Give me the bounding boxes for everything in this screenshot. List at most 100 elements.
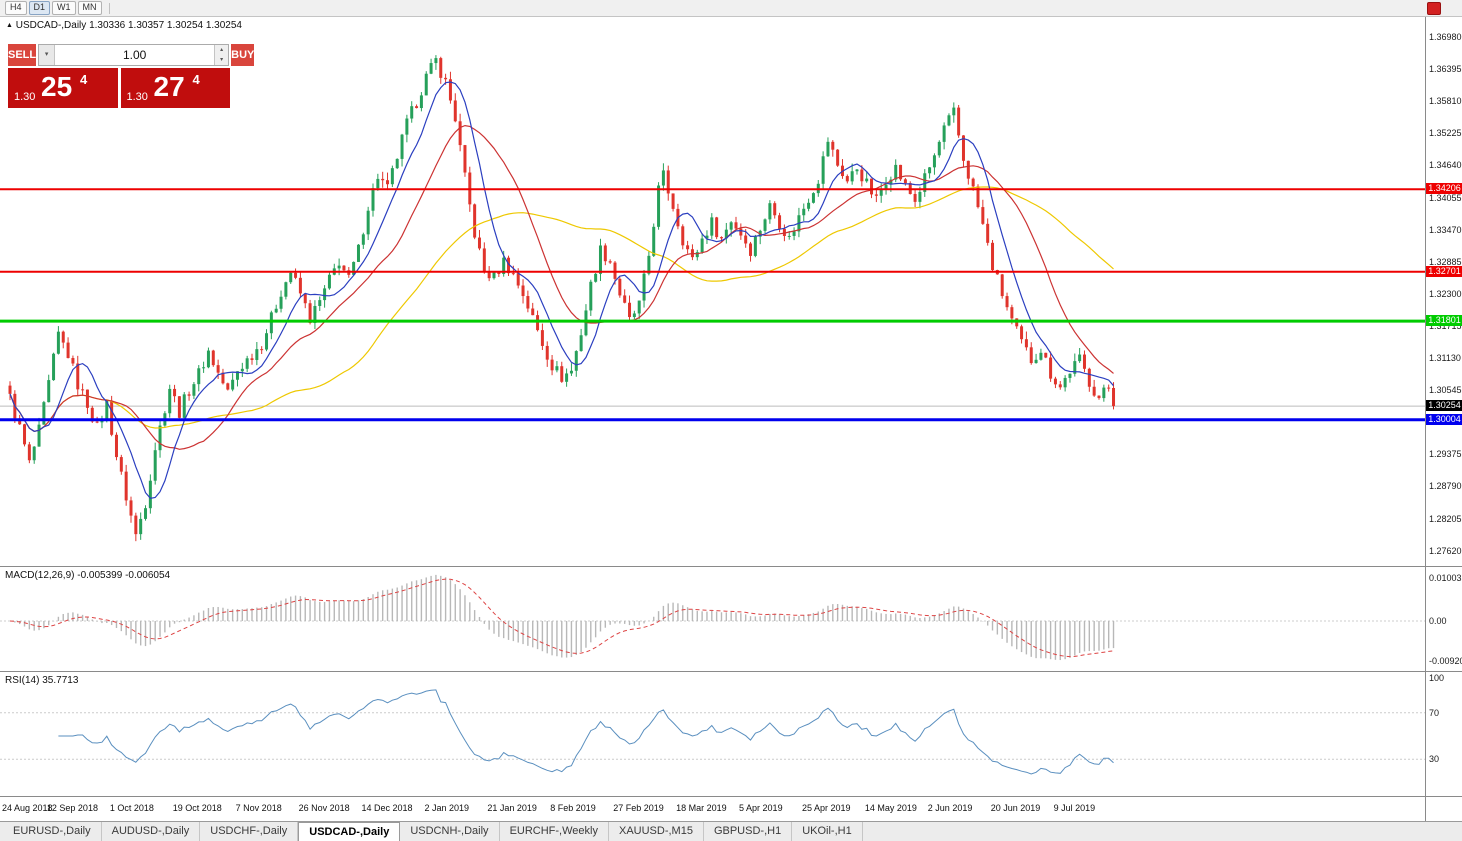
sell-button[interactable]: SELL [8,44,37,66]
price-axis[interactable]: 1.36980 1.36395 1.35810 1.35225 1.34640 1.340… [1425,17,1462,566]
price-axis-label: 1.36395 [1429,64,1462,75]
price-axis-label: 1.34055 [1429,192,1462,203]
price-axis-label: 1.35225 [1429,128,1462,139]
price-axis-label: 1.35810 [1429,96,1462,107]
volume-down-button[interactable]: ▾ [215,55,229,65]
sell-price-pips: 25 [41,71,73,102]
buy-price-prefix: 1.30 [126,91,148,103]
toolbar-red-button[interactable] [1427,2,1441,15]
chart-tab[interactable]: AUDUSD-,Daily [102,822,201,841]
price-axis-label: 1.36980 [1429,32,1462,42]
timeframe-button-d1[interactable]: D1 [28,1,51,15]
rsi-line [58,689,1114,775]
price-axis-label: 1.31130 [1429,353,1461,363]
macd-axis-label: 0.010031 [1429,572,1462,583]
volume-up-button[interactable]: ▴ [215,45,229,55]
time-axis-labels: 24 Aug 2018 12 Sep 2018 1 Oct 2018 19 Oct 2… [0,797,1425,821]
timeframe-button-mn[interactable]: MN [77,1,102,15]
date-label: 24 Aug 2018 [2,803,53,813]
panel-resize-handle[interactable] [0,796,1462,797]
date-label: 8 Feb 2019 [550,803,596,813]
buy-price-display[interactable]: 1.30 27 4 [120,68,230,108]
level-price-badge: 1.32701 [1426,265,1462,277]
date-label: 25 Apr 2019 [801,803,851,813]
chart-tab-bar: EURUSD-,Daily AUDUSD-,Daily USDCHF-,Daily U… [0,821,1462,841]
price-axis-label: 1.27620 [1429,545,1462,556]
buy-price-pips: 27 [153,71,185,102]
date-label: 12 Sep 2018 [46,803,98,813]
ma-mid-line [9,124,1114,450]
chart-tab[interactable]: USDCAD-,Daily [298,822,401,841]
macd-axis-label: 0.00 [1429,616,1447,626]
price-axis-label: 1.29375 [1429,449,1462,460]
macd-label: MACD(12,26,9) -0.005399 -0.006054 [5,570,171,581]
rsi-axis[interactable]: 100 70 30 [1425,672,1462,796]
time-axis-corner [1425,797,1462,821]
price-axis-label: 1.28790 [1429,481,1462,492]
level-price-badge: 1.31801 [1426,315,1462,327]
date-label: 20 Jun 2019 [990,803,1041,813]
volume-stepper: ▴ ▾ [214,45,229,65]
price-axis-label: 1.30545 [1429,385,1462,396]
current-price-badge: 1.30254 [1426,400,1462,412]
panel-resize-handle[interactable] [0,671,1462,672]
chart-tab[interactable]: USDCNH-,Daily [400,822,500,841]
date-label: 9 Jul 2019 [1053,803,1096,813]
ma-slow-line [9,186,1114,432]
rsi-panel: RSI(14) 35.7713 100 70 30 [0,672,1462,796]
rsi-axis-label: 70 [1429,707,1440,718]
rsi-axis-label: 30 [1429,754,1440,765]
chart-marker-icon: ▲ [6,22,13,29]
chart-tab[interactable]: UKOil-,H1 [792,822,863,841]
chart-tab[interactable]: EURCHF-,Weekly [500,822,609,841]
volume-input[interactable] [55,45,215,65]
macd-axis[interactable]: 0.010031 0.00 -0.009204 [1425,567,1462,671]
sell-price-display[interactable]: 1.30 25 4 [8,68,118,108]
timeframe-button-w1[interactable]: W1 [52,1,76,15]
macd-canvas[interactable] [0,567,1425,671]
macd-axis-label: -0.009204 [1429,655,1462,666]
date-label: 7 Nov 2018 [235,803,282,813]
price-chart-panel: ▲ USDCAD-,Daily 1.30336 1.30357 1.30254 … [0,17,1462,566]
date-label: 14 May 2019 [864,803,917,813]
price-axis-label: 1.32885 [1429,256,1462,267]
rsi-label: RSI(14) 35.7713 [5,675,79,686]
panel-resize-handle[interactable] [0,566,1462,567]
buy-button[interactable]: BUY [231,44,255,66]
sell-price-prefix: 1.30 [14,91,36,103]
rsi-canvas[interactable] [0,672,1425,796]
ma-fast-line [9,81,1114,499]
price-chart-canvas[interactable] [0,17,1425,566]
price-axis-label: 1.34640 [1429,160,1462,171]
date-label: 26 Nov 2018 [298,803,350,813]
chart-ohlc: 1.30336 1.30357 1.30254 1.30254 [89,20,242,31]
toolbar-separator [108,2,110,14]
date-label: 2 Jan 2019 [424,803,469,813]
chart-symbol: USDCAD-,Daily [15,20,87,31]
chevron-down-icon: ▾ [44,51,49,58]
chart-tab[interactable]: EURUSD-,Daily [3,822,102,841]
chart-tab[interactable]: GBPUSD-,H1 [704,822,793,841]
date-label: 19 Oct 2018 [172,803,222,813]
price-axis-label: 1.28205 [1429,513,1462,524]
time-axis[interactable]: 24 Aug 2018 12 Sep 2018 1 Oct 2018 19 Oct 2… [0,797,1462,821]
timeframe-button-group: H4 D1 W1 MN [5,1,104,15]
date-label: 5 Apr 2019 [739,803,783,813]
chart-tab[interactable]: USDCHF-,Daily [200,822,299,841]
sell-price-point: 4 [80,72,88,87]
volume-dropdown[interactable]: ▾ [39,45,56,65]
chart-tab[interactable]: XAUUSD-,M15 [609,822,704,841]
date-label: 1 Oct 2018 [109,803,154,813]
date-label: 18 Mar 2019 [676,803,727,813]
macd-signal-line [9,578,1114,658]
date-label: 21 Jan 2019 [487,803,537,813]
one-click-trading-widget: SELL ▾ ▴ ▾ BUY 1.30 25 4 1.30 27 [8,44,255,108]
date-label: 27 Feb 2019 [613,803,664,813]
date-label: 14 Dec 2018 [361,803,413,813]
macd-panel: MACD(12,26,9) -0.005399 -0.006054 0.0100… [0,567,1462,671]
macd-histogram [14,574,1115,661]
timeframe-button-h4[interactable]: H4 [5,1,27,15]
level-price-badge: 1.30004 [1426,413,1462,425]
buy-price-point: 4 [192,72,200,87]
price-axis-label: 1.32300 [1429,288,1462,299]
